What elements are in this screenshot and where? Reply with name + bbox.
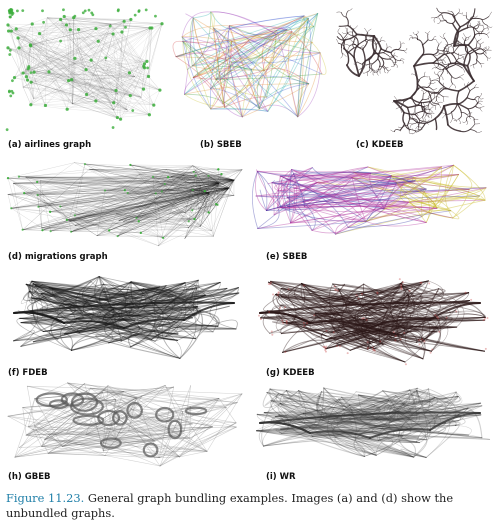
panel-g-image bbox=[258, 278, 489, 366]
panel-f-label: (f) FDEB bbox=[8, 368, 48, 378]
panel-c-image bbox=[336, 7, 493, 135]
panel-h-image bbox=[7, 382, 243, 467]
panel-b-label: (b) SBEB bbox=[200, 140, 242, 150]
panel-i-label: (i) WR bbox=[266, 472, 296, 482]
panel-a-label: (a) airlines graph bbox=[8, 140, 92, 150]
figure-caption: Figure 11.23. General graph bundling exa… bbox=[6, 491, 494, 521]
panel-f-fdeb bbox=[4, 268, 246, 366]
panel-a-airlines-graph bbox=[4, 6, 166, 136]
panel-c-label: (c) KDEEB bbox=[356, 140, 404, 150]
panel-e-image bbox=[251, 164, 487, 235]
panel-b-sbeb bbox=[170, 6, 332, 136]
panel-d-migrations-graph bbox=[4, 158, 246, 250]
panel-d-image bbox=[6, 162, 243, 246]
panel-f-image bbox=[12, 276, 240, 359]
panel-i-image bbox=[255, 387, 491, 459]
panel-d-label: (d) migrations graph bbox=[8, 252, 108, 262]
panel-e-sbeb bbox=[250, 158, 494, 250]
panel-i-wr bbox=[250, 378, 494, 470]
panel-c-kdeeb bbox=[334, 6, 496, 136]
caption-text: General graph bundling examples. Images … bbox=[6, 491, 454, 520]
panel-h-gbeb bbox=[4, 378, 246, 470]
panel-e-label: (e) SBEB bbox=[266, 252, 308, 262]
panel-b-image bbox=[172, 11, 327, 118]
panel-g-kdeeb bbox=[250, 268, 494, 366]
figure: (a) airlines graph (b) SBEB (c) KDEEB (d… bbox=[4, 6, 496, 482]
panel-g-label: (g) KDEEB bbox=[266, 368, 315, 378]
panel-h-label: (h) GBEB bbox=[8, 472, 51, 482]
figure-number: Figure 11.23. bbox=[6, 491, 85, 505]
panel-a-image bbox=[5, 8, 164, 132]
